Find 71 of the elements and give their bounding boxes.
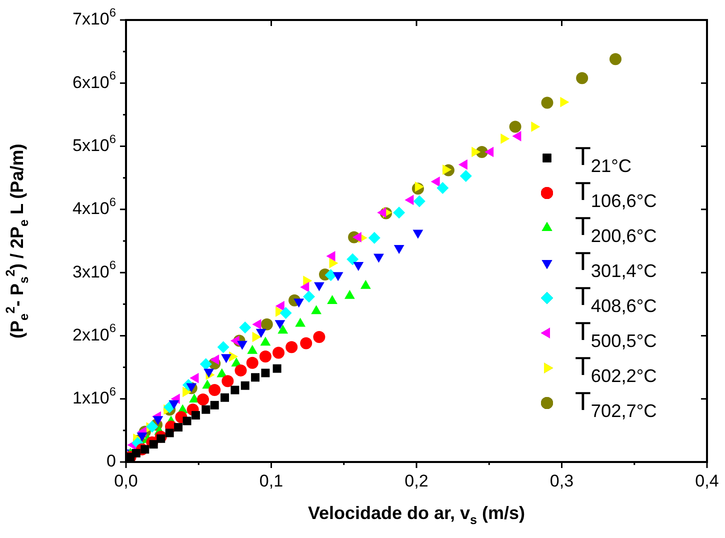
point (237, 340, 248, 350)
point (436, 182, 449, 194)
point (217, 341, 230, 354)
point (404, 194, 414, 206)
point (191, 411, 200, 420)
point (541, 96, 554, 109)
point (458, 159, 468, 170)
point (460, 170, 472, 182)
point (286, 341, 298, 354)
point (220, 393, 230, 402)
point (484, 146, 494, 158)
point (200, 358, 212, 370)
x-tick-label: 0,1 (259, 472, 284, 491)
point (239, 322, 252, 334)
point (368, 232, 380, 244)
point (300, 337, 312, 350)
point (260, 336, 271, 346)
point (311, 305, 322, 314)
point (576, 72, 588, 84)
point (326, 250, 336, 262)
point (230, 386, 240, 394)
point (202, 405, 210, 414)
point (509, 120, 522, 133)
point (324, 269, 337, 282)
point (609, 53, 622, 66)
point (313, 330, 326, 343)
point (222, 375, 234, 388)
point (165, 428, 174, 438)
point (259, 350, 272, 363)
point (295, 318, 306, 327)
y-tick-label: 0 (106, 452, 116, 471)
point (252, 319, 262, 330)
point (303, 290, 316, 303)
point (394, 244, 404, 254)
point (353, 262, 364, 271)
point (196, 393, 209, 406)
point (374, 254, 384, 263)
point (261, 368, 270, 378)
point (146, 420, 158, 433)
point (234, 364, 247, 376)
point (174, 423, 183, 432)
text: (Pe2- Ps2) / 2Pe L (Pa/m) (3, 144, 31, 339)
point (136, 432, 148, 442)
point (208, 384, 221, 396)
point (182, 416, 192, 426)
x-tick-label: 0,4 (695, 472, 719, 491)
point (280, 306, 292, 319)
point (256, 328, 266, 338)
point (512, 130, 522, 142)
point (352, 232, 362, 242)
point (346, 253, 359, 266)
point (210, 400, 219, 410)
point (430, 176, 440, 187)
point (377, 207, 386, 218)
point (252, 332, 262, 342)
point (413, 195, 426, 208)
point (210, 354, 220, 365)
point (260, 318, 273, 330)
point (393, 206, 406, 219)
point (272, 364, 282, 373)
point (412, 230, 424, 239)
x-tick-label: 0,0 (114, 472, 138, 491)
point (246, 356, 258, 369)
x-tick-label: 0,2 (404, 472, 428, 491)
point (300, 282, 310, 292)
point (132, 448, 140, 458)
point (251, 373, 260, 382)
point (278, 324, 288, 334)
point (272, 346, 285, 359)
x-tick-label: 0,3 (550, 472, 574, 491)
point (240, 381, 250, 390)
